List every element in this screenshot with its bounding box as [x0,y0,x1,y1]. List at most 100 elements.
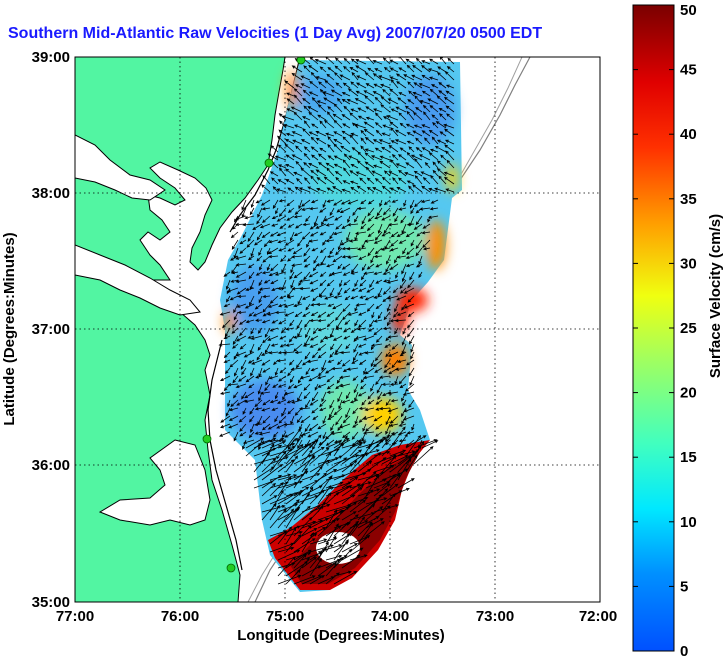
velocity-arrow [360,137,367,145]
velocity-arrow [291,65,303,73]
velocity-arrow [389,423,399,427]
velocity-arrow [364,407,375,412]
velocity-arrow [347,311,359,316]
velocity-arrow [231,239,239,250]
velocity-arrow [239,247,247,254]
velocity-arrow [248,431,255,439]
velocity-arrow [351,287,359,292]
velocity-arrow [354,215,359,223]
velocity-arrow [332,335,343,341]
velocity-arrow [223,351,231,359]
velocity-arrow [349,516,366,537]
velocity-arrow [303,263,311,268]
velocity-arrow [293,111,303,121]
velocity-arrow [261,495,278,505]
velocity-arrow [397,97,407,105]
velocity-arrow [341,188,351,193]
velocity-arrow [333,231,343,236]
velocity-arrow [264,343,271,354]
velocity-arrow [364,351,375,355]
velocity-arrow [287,407,295,415]
velocity-arrow [392,207,399,217]
velocity-arrow [357,343,367,348]
velocity-arrow [406,247,415,256]
velocity-arrow [350,327,359,334]
velocity-arrow [248,271,255,280]
velocity-arrow [349,481,372,489]
velocity-arrow [223,271,231,277]
velocity-arrow [246,239,255,248]
velocity-arrow [287,187,295,193]
velocity-arrow [374,68,383,73]
velocity-arrow [262,175,271,185]
velocity-arrow [396,295,407,301]
velocity-arrow [293,335,303,339]
velocity-arrow [385,263,391,273]
velocity-arrow [446,159,455,169]
velocity-arrow [245,287,255,291]
velocity-arrow [444,128,455,137]
velocity-arrow [362,415,375,420]
velocity-arrow [340,239,351,246]
velocity-arrow [392,287,399,294]
velocity-arrow [439,131,447,137]
velocity-arrow [385,415,391,426]
velocity-arrow [339,423,351,429]
velocity-arrow [361,215,367,225]
velocity-arrow [238,375,247,382]
velocity-arrow [317,544,343,553]
x-tick-label: 77:00 [56,608,94,625]
velocity-arrow [382,57,391,65]
velocity-arrow [409,271,415,281]
velocity-arrow [285,507,299,529]
velocity-arrow [374,112,383,121]
velocity-arrow [409,199,415,209]
velocity-arrow [348,155,359,161]
velocity-arrow [290,106,303,113]
velocity-arrow [323,119,335,129]
velocity-arrow [317,485,332,505]
velocity-arrow [360,383,367,390]
velocity-arrow [438,90,447,97]
velocity-arrow [335,82,343,89]
velocity-arrow [373,271,383,275]
velocity-arrow [300,415,311,424]
velocity-arrow [408,367,415,377]
velocity-arrow [401,343,407,355]
velocity-arrow [406,180,415,185]
velocity-arrow [249,407,255,415]
velocity-arrow [300,83,311,89]
velocity-arrow [315,169,327,177]
velocity-arrow [365,83,375,89]
velocity-arrow [261,504,286,513]
velocity-arrow [285,179,295,185]
velocity-arrow [303,105,311,113]
velocity-arrow [262,294,271,299]
velocity-arrow [311,97,319,105]
velocity-arrow [235,263,247,267]
velocity-arrow [405,255,415,259]
velocity-arrow [307,186,319,193]
velocity-arrow [308,375,319,382]
velocity-arrow [248,383,255,389]
velocity-arrow [322,239,327,246]
velocity-arrow [255,375,263,379]
velocity-arrow [270,343,279,347]
velocity-arrow [274,415,279,423]
velocity-arrow [322,199,327,209]
velocity-arrow [396,255,407,259]
velocity-arrow [277,437,298,457]
velocity-arrow [310,154,319,161]
velocity-arrow [298,187,311,193]
velocity-arrow [363,121,375,129]
velocity-arrow [283,303,295,308]
velocity-arrow [312,327,319,335]
velocity-arrow [315,263,327,267]
velocity-arrow [277,442,296,449]
velocity-arrow [285,428,302,449]
velocity-arrow [310,175,319,185]
velocity-arrow [317,383,327,388]
velocity-arrow [414,175,423,185]
velocity-arrow [447,57,455,65]
velocity-arrow [345,343,351,350]
